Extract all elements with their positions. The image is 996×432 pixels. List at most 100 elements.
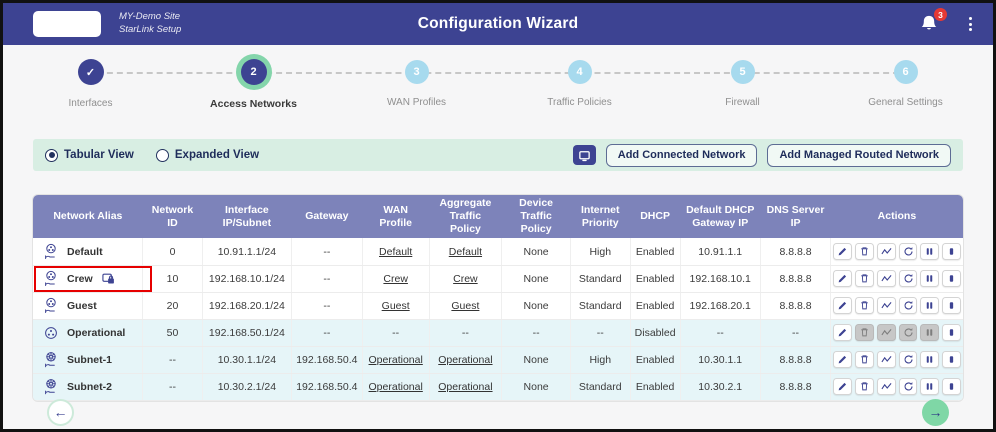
add-managed-routed-network-button[interactable]: Add Managed Routed Network <box>767 143 951 167</box>
add-connected-network-button[interactable]: Add Connected Network <box>605 143 758 167</box>
wan-profile-link[interactable]: Operational <box>368 353 423 366</box>
dhcp-cell: Enabled <box>630 265 681 293</box>
stop-action-button[interactable] <box>942 324 961 342</box>
stop-action-button[interactable] <box>942 243 961 261</box>
edit-action-button[interactable] <box>833 270 853 288</box>
wan-profile-cell: Guest <box>362 292 430 320</box>
expanded-view-radio[interactable]: Expanded View <box>155 148 259 162</box>
aggregate-policy-link[interactable]: Operational <box>438 353 493 366</box>
refresh-action-button[interactable] <box>898 270 918 288</box>
dns-cell: 8.8.8.8 <box>760 238 832 266</box>
internet-priority-cell: Standard <box>570 373 631 401</box>
refresh-action-button[interactable] <box>898 243 918 261</box>
delete-action-button[interactable] <box>855 270 874 288</box>
device-policy-cell: None <box>501 373 571 401</box>
pause-action-button[interactable] <box>920 351 940 369</box>
site-info: MY-Demo Site StarLink Setup <box>119 11 181 37</box>
aggregate-policy-link[interactable]: Crew <box>453 272 478 285</box>
wan-profile-link[interactable]: Crew <box>383 272 408 285</box>
notification-bell-icon[interactable]: 3 <box>918 8 947 35</box>
delete-action-button[interactable] <box>855 297 874 315</box>
step-interfaces: ✓ Interfaces <box>9 59 172 121</box>
tabular-view-radio[interactable]: Tabular View <box>45 148 134 162</box>
refresh-action-button-disabled <box>898 324 918 342</box>
col-actions: Actions <box>830 195 963 239</box>
back-button[interactable]: ← <box>47 398 74 426</box>
pause-action-button[interactable] <box>920 270 940 288</box>
step-circle-upcoming[interactable]: 3 <box>404 60 429 84</box>
stop-action-button[interactable] <box>942 270 961 288</box>
edit-action-button[interactable] <box>833 351 853 369</box>
step-circle-upcoming[interactable]: 6 <box>893 60 918 84</box>
col-network-id: Network ID <box>142 195 203 239</box>
step-circle-active[interactable]: 2 <box>240 59 267 85</box>
delete-action-button[interactable] <box>855 351 874 369</box>
aggregate-policy-link[interactable]: Default <box>448 245 483 258</box>
activity-action-button[interactable] <box>876 270 896 288</box>
kebab-menu-icon[interactable] <box>966 14 975 34</box>
stop-action-button[interactable] <box>942 351 961 369</box>
step-label: Traffic Policies <box>547 97 612 108</box>
interface-ip-cell: 10.30.2.1/24 <box>202 373 293 401</box>
refresh-action-button[interactable] <box>898 378 918 396</box>
interface-ip-cell: 192.168.20.1/24 <box>202 292 293 320</box>
wan-profile-link[interactable]: Operational <box>368 380 423 393</box>
connected-network-icon <box>42 243 60 261</box>
dhcp-cell: Enabled <box>630 346 681 374</box>
aggregate-policy-cell: Crew <box>429 265 503 293</box>
gateway-cell: -- <box>291 292 363 320</box>
step-circle-completed[interactable]: ✓ <box>77 59 104 85</box>
pause-action-button[interactable] <box>920 378 940 396</box>
network-id-cell: 20 <box>142 292 203 320</box>
refresh-action-button[interactable] <box>898 351 918 369</box>
display-icon-button[interactable] <box>572 145 596 165</box>
wan-profile-cell: Default <box>362 238 430 266</box>
delete-action-button[interactable] <box>855 378 874 396</box>
radio-unselected-icon <box>155 148 169 162</box>
actions-cell <box>830 238 963 266</box>
table-row-crew: Crew 10 192.168.10.1/24 -- Crew Crew Non… <box>33 265 963 293</box>
actions-cell <box>830 292 963 320</box>
activity-action-button[interactable] <box>876 243 896 261</box>
aggregate-policy-link[interactable]: Guest <box>451 299 480 312</box>
stop-action-button[interactable] <box>942 297 961 315</box>
aggregate-policy-cell: Operational <box>429 373 503 401</box>
edit-action-button[interactable] <box>833 378 853 396</box>
step-circle-upcoming[interactable]: 4 <box>567 60 592 84</box>
actions-cell <box>830 346 963 374</box>
aggregate-policy-link[interactable]: Operational <box>438 380 493 393</box>
activity-action-button[interactable] <box>876 378 896 396</box>
edit-action-button[interactable] <box>833 324 853 342</box>
pause-action-button[interactable] <box>920 297 940 315</box>
col-network-alias: Network Alias <box>33 195 143 239</box>
dhcp-gateway-cell: 10.30.1.1 <box>680 346 761 374</box>
table-row-default: Default 0 10.91.1.1/24 -- Default Defaul… <box>33 238 963 266</box>
step-circle-upcoming[interactable]: 5 <box>730 60 755 84</box>
wan-profile-cell: Operational <box>362 373 430 401</box>
edit-action-button[interactable] <box>833 243 853 261</box>
delete-action-button[interactable] <box>855 243 874 261</box>
table-row-subnet-1: Subnet-1 -- 10.30.1.1/24 192.168.50.4 Op… <box>33 346 963 374</box>
table-row-subnet-2: Subnet-2 -- 10.30.2.1/24 192.168.50.4 Op… <box>33 373 963 401</box>
wan-profile-link[interactable]: Default <box>379 245 413 258</box>
edit-action-button[interactable] <box>833 297 853 315</box>
network-alias-label: Subnet-2 <box>67 380 112 393</box>
next-button[interactable]: → <box>922 398 949 426</box>
dhcp-gateway-cell: 192.168.20.1 <box>680 292 761 320</box>
pause-action-button[interactable] <box>920 243 940 261</box>
connected-network-icon <box>42 270 60 288</box>
refresh-action-button[interactable] <box>898 297 918 315</box>
view-radio-group: Tabular View Expanded View <box>45 148 259 162</box>
stop-action-button[interactable] <box>942 378 961 396</box>
wan-profile-link[interactable]: Guest <box>381 299 410 312</box>
activity-action-button[interactable] <box>876 351 896 369</box>
dhcp-gateway-cell: 10.91.1.1 <box>680 238 761 266</box>
site-subtitle: StarLink Setup <box>119 24 182 35</box>
network-id-cell: -- <box>142 346 203 374</box>
interface-ip-cell: 192.168.50.1/24 <box>202 319 293 347</box>
activity-action-button-disabled <box>876 324 896 342</box>
dhcp-gateway-cell: 192.168.10.1 <box>680 265 761 293</box>
aggregate-policy-cell: Guest <box>429 292 503 320</box>
activity-action-button[interactable] <box>876 297 896 315</box>
